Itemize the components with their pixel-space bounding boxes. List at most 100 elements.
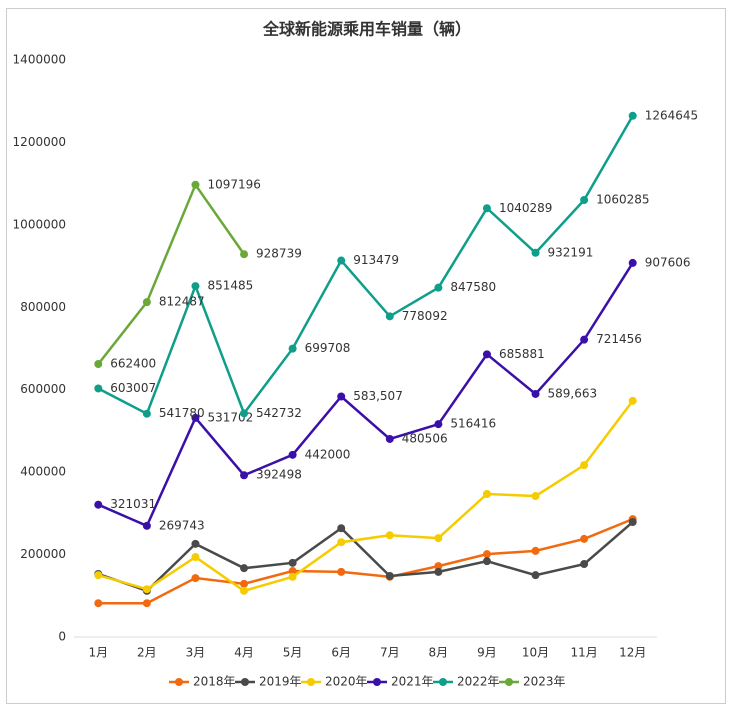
legend-label: 2023年 bbox=[523, 675, 566, 689]
data-point bbox=[337, 256, 346, 265]
data-point bbox=[337, 392, 346, 401]
data-label: 928739 bbox=[256, 247, 302, 261]
y-tick-label: 400000 bbox=[20, 465, 66, 479]
data-point bbox=[240, 250, 249, 259]
x-tick-label: 10月 bbox=[522, 646, 549, 660]
data-point bbox=[240, 579, 249, 588]
data-point bbox=[94, 500, 103, 509]
data-point bbox=[434, 420, 443, 429]
data-point bbox=[580, 461, 589, 470]
data-point bbox=[434, 534, 443, 543]
data-point bbox=[191, 539, 200, 548]
chart-title: 全球新能源乘用车销量（辆） bbox=[262, 20, 471, 39]
legend-label: 2020年 bbox=[325, 675, 368, 689]
data-point bbox=[434, 283, 443, 292]
x-tick-label: 4月 bbox=[234, 646, 254, 660]
legend-label: 2021年 bbox=[391, 675, 434, 689]
data-point bbox=[142, 521, 151, 530]
data-label: 442000 bbox=[305, 447, 351, 461]
data-point bbox=[482, 350, 491, 359]
legend-dot bbox=[505, 678, 513, 686]
legend-label: 2019年 bbox=[259, 675, 302, 689]
data-point bbox=[482, 204, 491, 213]
data-point bbox=[94, 571, 103, 580]
data-point bbox=[191, 413, 200, 422]
data-point bbox=[191, 282, 200, 291]
data-label: 392498 bbox=[256, 468, 302, 482]
data-point bbox=[191, 180, 200, 189]
data-label: 480506 bbox=[402, 431, 448, 445]
x-tick-label: 9月 bbox=[477, 646, 497, 660]
data-point bbox=[531, 571, 540, 580]
data-point bbox=[385, 434, 394, 443]
x-tick-label: 2月 bbox=[137, 646, 157, 660]
series-line bbox=[97, 521, 634, 593]
x-tick-label: 7月 bbox=[380, 646, 400, 660]
data-point bbox=[531, 492, 540, 501]
data-point bbox=[531, 389, 540, 398]
data-point bbox=[531, 248, 540, 257]
data-point bbox=[142, 585, 151, 594]
y-tick-label: 1000000 bbox=[13, 217, 66, 231]
data-point bbox=[482, 557, 491, 566]
data-label: 721456 bbox=[596, 332, 642, 346]
x-tick-label: 1月 bbox=[88, 646, 108, 660]
legend-dot bbox=[439, 678, 447, 686]
data-point bbox=[580, 560, 589, 569]
y-tick-label: 600000 bbox=[20, 382, 66, 396]
series-line bbox=[97, 115, 634, 416]
data-label: 1060285 bbox=[596, 193, 649, 207]
data-label: 662400 bbox=[110, 356, 156, 370]
data-label: 603007 bbox=[110, 381, 156, 395]
data-label: 321031 bbox=[110, 497, 156, 511]
data-point bbox=[385, 312, 394, 321]
data-point bbox=[580, 534, 589, 543]
data-point bbox=[482, 550, 491, 559]
data-label: 778092 bbox=[402, 309, 448, 323]
data-label: 913479 bbox=[353, 253, 399, 267]
data-point bbox=[142, 409, 151, 418]
data-point bbox=[531, 546, 540, 555]
x-tick-label: 11月 bbox=[570, 646, 597, 660]
data-label: 516416 bbox=[450, 417, 496, 431]
data-point bbox=[385, 572, 394, 581]
data-point bbox=[288, 572, 297, 581]
legend-dot bbox=[373, 678, 381, 686]
data-point bbox=[191, 574, 200, 583]
data-point bbox=[628, 258, 637, 267]
data-label: 583,507 bbox=[353, 389, 403, 403]
data-point bbox=[240, 471, 249, 480]
data-label: 932191 bbox=[548, 245, 594, 259]
data-point bbox=[434, 562, 443, 571]
data-point bbox=[482, 489, 491, 498]
data-label: 1097196 bbox=[207, 177, 260, 191]
y-tick-label: 1400000 bbox=[13, 53, 66, 67]
data-label: 269743 bbox=[159, 518, 205, 532]
data-point bbox=[142, 599, 151, 608]
series-line bbox=[97, 182, 246, 365]
data-point bbox=[337, 567, 346, 576]
data-label: 685881 bbox=[499, 347, 545, 361]
chart-frame bbox=[6, 8, 726, 704]
x-tick-label: 8月 bbox=[429, 646, 449, 660]
y-tick-label: 1200000 bbox=[13, 135, 66, 149]
y-tick-label: 0 bbox=[58, 630, 66, 644]
legend-dot bbox=[307, 678, 315, 686]
legend-dot bbox=[241, 678, 249, 686]
data-label: 1040289 bbox=[499, 201, 552, 215]
data-label: 699708 bbox=[305, 341, 351, 355]
data-point bbox=[580, 196, 589, 205]
data-point bbox=[240, 564, 249, 573]
y-tick-label: 800000 bbox=[20, 300, 66, 314]
data-point bbox=[434, 567, 443, 576]
data-label: 847580 bbox=[450, 280, 496, 294]
data-point bbox=[385, 531, 394, 540]
data-label: 542732 bbox=[256, 406, 302, 420]
legend-label: 2018年 bbox=[193, 675, 236, 689]
data-label: 851485 bbox=[207, 279, 253, 293]
data-point bbox=[288, 567, 297, 576]
series-line bbox=[97, 262, 634, 528]
x-tick-label: 6月 bbox=[331, 646, 351, 660]
data-point bbox=[337, 524, 346, 533]
